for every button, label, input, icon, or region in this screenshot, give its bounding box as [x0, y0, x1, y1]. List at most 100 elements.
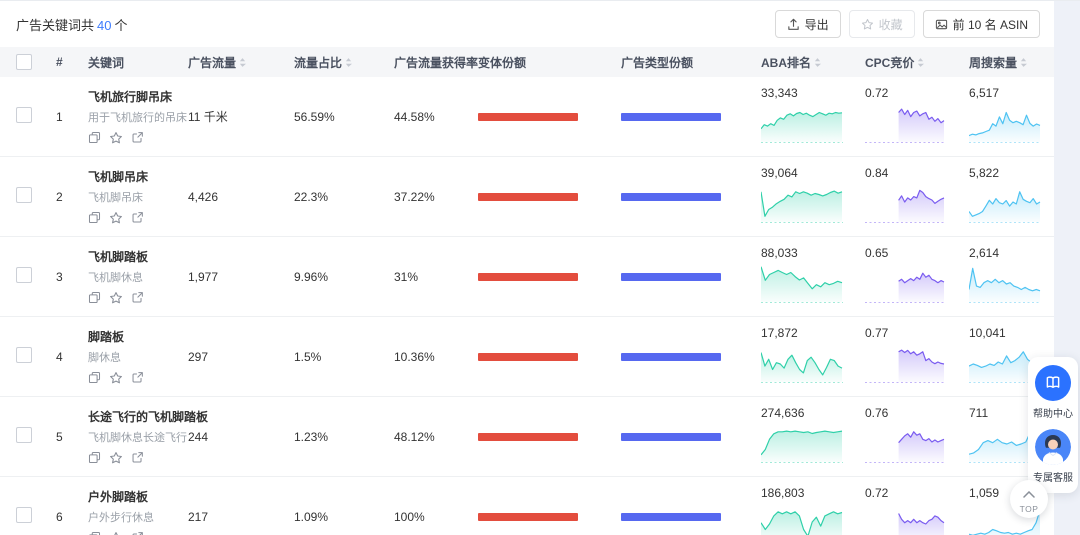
weekly-search-sparkline[interactable]: [968, 502, 1054, 535]
ad-type-share-bar: [621, 192, 721, 201]
weekly-search-value: 5,822: [969, 166, 1000, 180]
row-select-cell: [16, 507, 56, 526]
column-header: #: [56, 55, 88, 69]
keyword-subtitle: 户外步行休息: [88, 512, 154, 524]
aba-rank-sparkline[interactable]: [760, 102, 865, 146]
share-icon[interactable]: [131, 531, 144, 535]
ad-type-share-bar: [621, 352, 721, 361]
favorite-label: 收藏: [878, 17, 903, 32]
cpc-bid-cell: 0.65: [865, 247, 969, 306]
variant-share-bar: [478, 192, 578, 201]
customer-service-avatar: [1035, 429, 1071, 465]
copy-icon[interactable]: [88, 371, 101, 385]
keyword-actions: [88, 291, 188, 305]
row-checkbox[interactable]: [16, 507, 32, 523]
help-center-button[interactable]: 帮助中心: [1033, 365, 1073, 420]
column-header[interactable]: ABA排名: [761, 54, 865, 71]
weekly-search-sparkline[interactable]: [968, 102, 1054, 146]
ad-traffic-value: 244: [188, 429, 209, 444]
row-checkbox[interactable]: [16, 347, 32, 363]
keyword-actions: [88, 371, 188, 385]
favorite-button[interactable]: 收藏: [848, 10, 915, 38]
traffic-share-value: 9.96%: [294, 269, 329, 284]
customer-service-button[interactable]: 专属客服: [1033, 429, 1073, 484]
ad-type-share-cell: [621, 272, 761, 281]
column-header[interactable]: 流量占比: [294, 54, 394, 71]
aba-rank-sparkline[interactable]: [760, 182, 865, 226]
sort-caret-icon: [918, 57, 925, 67]
select-all-cell: [16, 54, 56, 70]
keywords-summary: 广告关键词共 40 个: [16, 15, 128, 34]
summary-suffix: 个: [114, 17, 128, 33]
share-icon[interactable]: [131, 371, 144, 385]
keyword-actions: [88, 131, 188, 145]
floating-helper-panel: 帮助中心 专属客服: [1028, 357, 1078, 493]
cpc-bid-sparkline[interactable]: [865, 262, 969, 306]
row-checkbox[interactable]: [16, 267, 32, 283]
weekly-search-value: 1,059: [969, 486, 1000, 500]
keyword-title[interactable]: 脚踏板: [88, 330, 125, 344]
column-header[interactable]: CPC竞价: [865, 54, 969, 71]
table-row: 4 脚踏板 脚休息 297 1.5% 10.36% 17,872 0.77 10…: [0, 317, 1054, 397]
keyword-title[interactable]: 户外脚踏板: [88, 490, 149, 504]
star-icon[interactable]: [109, 291, 123, 305]
star-icon[interactable]: [109, 531, 123, 535]
column-header[interactable]: 广告流量: [188, 54, 294, 71]
column-header[interactable]: 周搜索量: [969, 54, 1054, 71]
share-icon[interactable]: [131, 131, 144, 145]
star-icon[interactable]: [109, 211, 123, 225]
aba-rank-sparkline[interactable]: [760, 422, 865, 466]
star-icon[interactable]: [109, 371, 123, 385]
cpc-bid-sparkline[interactable]: [865, 502, 969, 535]
cpc-bid-sparkline[interactable]: [865, 102, 969, 146]
cpc-bid-sparkline[interactable]: [865, 422, 969, 466]
table-row: 5 长途飞行的飞机脚踏板 飞机脚休息长途飞行 244 1.23% 48.12% …: [0, 397, 1054, 477]
keyword-title[interactable]: 飞机旅行脚吊床: [88, 90, 173, 104]
row-checkbox[interactable]: [16, 187, 32, 203]
traffic-share-value: 22.3%: [294, 189, 329, 204]
top-asin-button[interactable]: 前 10 名 ASIN: [922, 10, 1040, 38]
back-to-top-button[interactable]: TOP: [1010, 480, 1048, 518]
keyword-title[interactable]: 飞机脚吊床: [88, 170, 149, 184]
copy-icon[interactable]: [88, 211, 101, 225]
keyword-title[interactable]: 飞机脚踏板: [88, 250, 149, 264]
row-select-cell: [16, 347, 56, 366]
select-all-checkbox[interactable]: [16, 54, 32, 70]
back-to-top-label: TOP: [1019, 503, 1039, 514]
variant-share-bar: [478, 512, 578, 521]
share-icon[interactable]: [131, 291, 144, 305]
export-button[interactable]: 导出: [774, 10, 841, 38]
toolbar: 导出 收藏 前 10 名 ASIN: [774, 10, 1040, 38]
keyword-cell: 脚踏板 脚休息: [88, 328, 188, 385]
cpc-bid-sparkline[interactable]: [865, 342, 969, 386]
weekly-search-sparkline[interactable]: [968, 262, 1054, 306]
aba-rank-sparkline[interactable]: [760, 502, 865, 535]
weekly-search-sparkline[interactable]: [968, 182, 1054, 226]
acquisition-rate-value: 31%: [394, 269, 419, 284]
copy-icon[interactable]: [88, 131, 101, 145]
keyword-title[interactable]: 长途飞行的飞机脚踏板: [88, 410, 209, 424]
column-header-label: 周搜索量: [969, 55, 1018, 70]
star-icon: [861, 18, 874, 31]
share-icon[interactable]: [131, 211, 144, 225]
cpc-bid-sparkline[interactable]: [865, 182, 969, 226]
help-center-book-icon: [1035, 365, 1071, 401]
copy-icon[interactable]: [88, 451, 101, 465]
ad-traffic-value: 11 千米: [188, 110, 228, 124]
aba-rank-sparkline[interactable]: [760, 262, 865, 306]
copy-icon[interactable]: [88, 531, 101, 535]
copy-icon[interactable]: [88, 291, 101, 305]
column-header[interactable]: 广告流量获得率: [394, 54, 478, 71]
star-icon[interactable]: [109, 131, 123, 145]
aba-rank-cell: 39,064: [760, 167, 865, 226]
aba-rank-sparkline[interactable]: [760, 342, 865, 386]
chevron-up-icon: [1023, 485, 1035, 503]
aba-rank-value: 88,033: [761, 246, 798, 260]
star-icon[interactable]: [109, 451, 123, 465]
row-checkbox[interactable]: [16, 427, 32, 443]
keyword-subtitle: 用于飞机旅行的吊床: [88, 112, 187, 124]
ad-type-share-cell: [621, 112, 761, 121]
row-checkbox[interactable]: [16, 107, 32, 123]
share-icon[interactable]: [131, 451, 144, 465]
variant-share-bar: [478, 352, 578, 361]
